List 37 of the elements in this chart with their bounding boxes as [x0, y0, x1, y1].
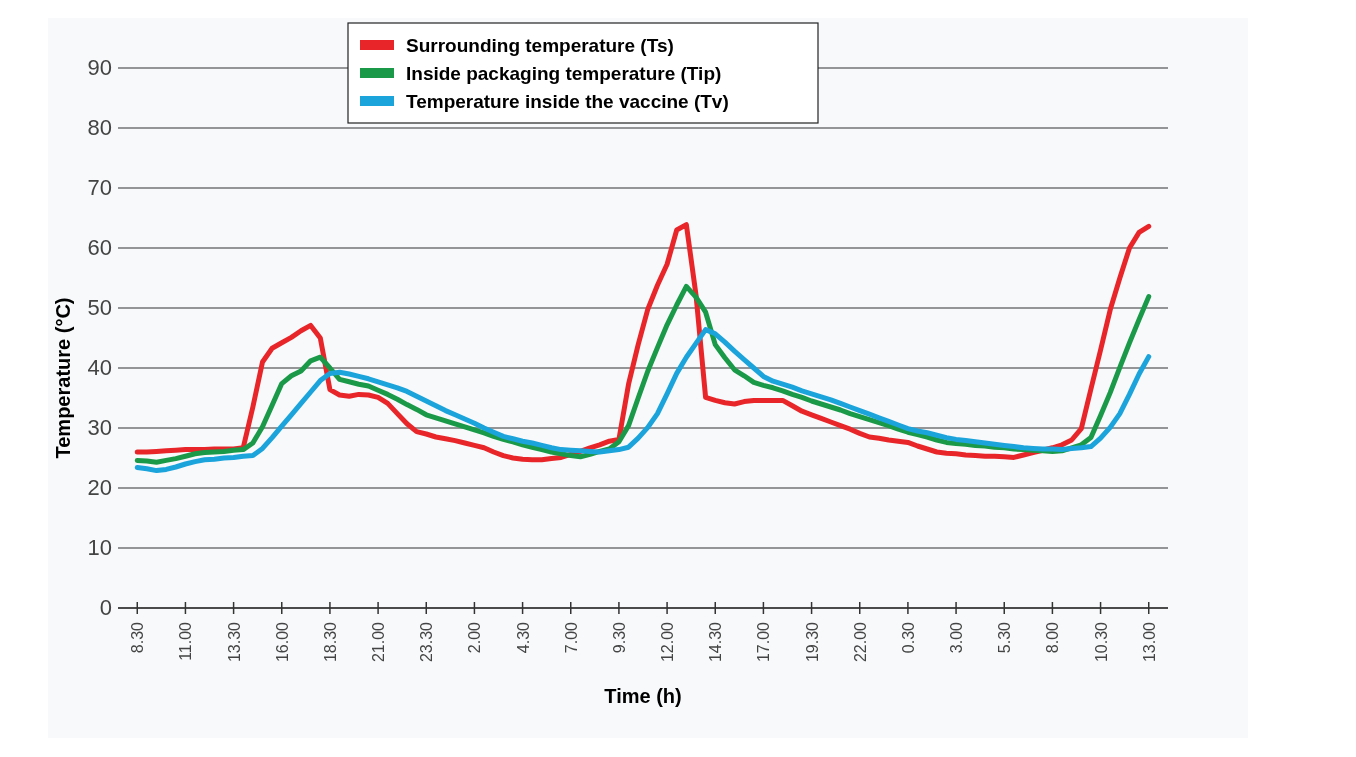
- y-tick-label: 80: [87, 115, 112, 140]
- x-tick-label: 4.30: [514, 621, 532, 654]
- x-tick-label: 7.00: [562, 621, 580, 654]
- x-tick-label: 2.00: [466, 621, 484, 654]
- x-tick-label: 21.00: [370, 621, 388, 663]
- y-tick-label: 50: [87, 295, 112, 320]
- y-tick-label: 30: [87, 415, 112, 440]
- x-tick-label: 5.30: [996, 621, 1014, 654]
- x-tick-label: 13.00: [1140, 621, 1158, 663]
- x-tick-label: 0.30: [899, 621, 917, 654]
- x-tick-label: 14.30: [707, 621, 725, 663]
- y-tick-label: 40: [87, 355, 112, 380]
- x-tick-label: 19.30: [803, 621, 821, 663]
- y-tick-label: 70: [87, 175, 112, 200]
- y-tick-label: 20: [87, 475, 112, 500]
- x-tick-label: 12.00: [659, 621, 677, 663]
- x-axis-title: Time (h): [604, 685, 682, 707]
- y-axis-title: Temperature (°C): [52, 297, 74, 459]
- legend-label: Surrounding temperature (Ts): [406, 35, 674, 56]
- x-tick-label: 13.30: [225, 621, 243, 663]
- x-tick-label: 23.30: [418, 621, 436, 663]
- x-tick-label: 3.00: [948, 621, 966, 654]
- x-tick-label: 9.30: [610, 621, 628, 654]
- x-tick-label: 16.00: [273, 621, 291, 663]
- y-tick-label: 60: [87, 235, 112, 260]
- x-tick-label: 18.30: [321, 621, 339, 663]
- legend-label: Inside packaging temperature (Tip): [406, 63, 722, 84]
- legend-label: Temperature inside the vaccine (Tv): [406, 91, 729, 112]
- y-tick-label: 90: [87, 55, 112, 80]
- x-tick-label: 22.00: [851, 621, 869, 663]
- x-tick-label: 10.30: [1092, 621, 1110, 663]
- x-tick-label: 11.00: [177, 621, 195, 661]
- x-tick-label: 8.00: [1044, 621, 1062, 654]
- y-tick-label: 0: [99, 595, 112, 620]
- y-tick-label: 10: [87, 535, 112, 560]
- x-tick-label: 8.30: [129, 621, 147, 654]
- x-tick-label: 17.00: [755, 621, 773, 663]
